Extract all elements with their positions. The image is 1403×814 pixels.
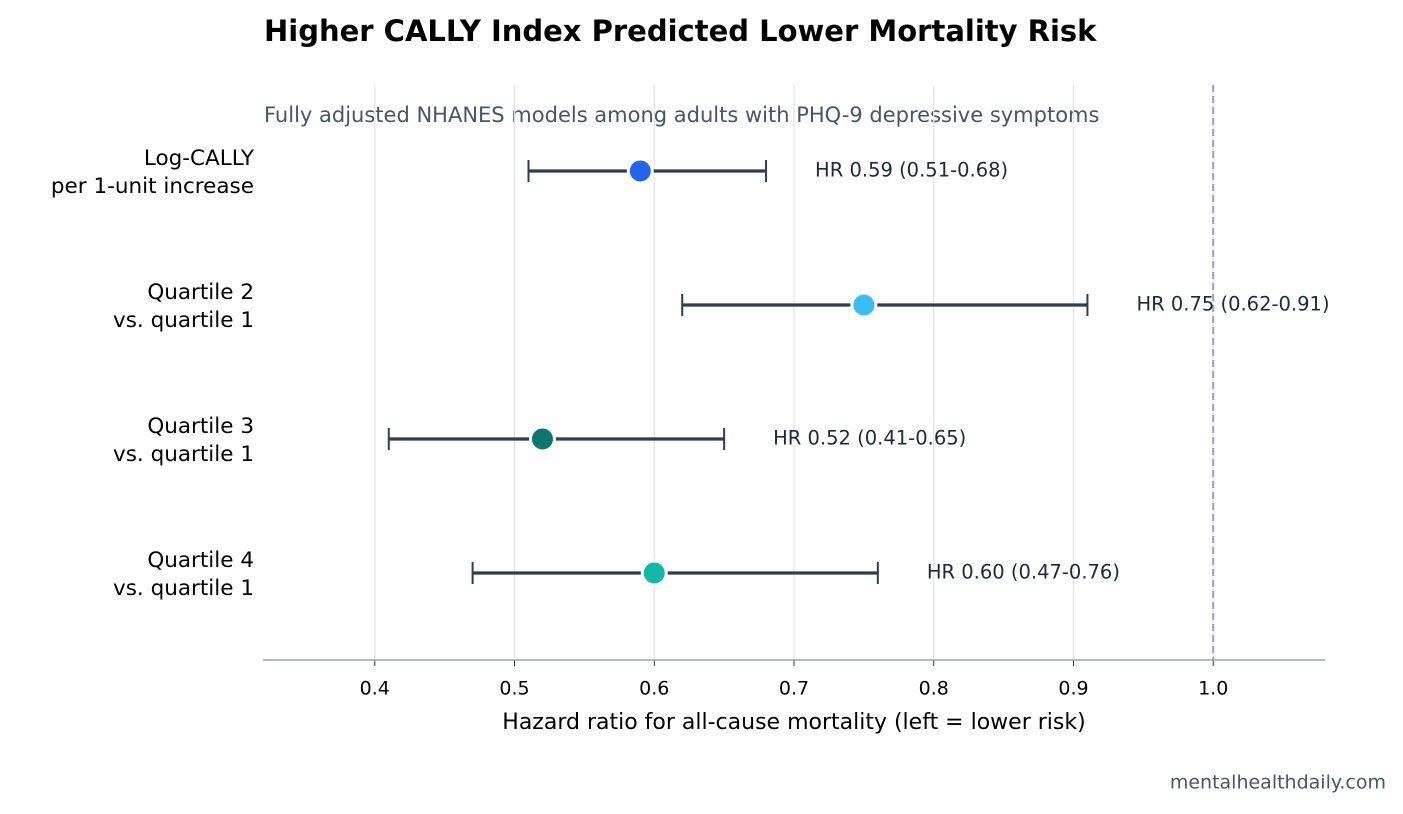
y-tick-label: Log-CALLY bbox=[144, 146, 255, 171]
point bbox=[528, 425, 556, 453]
value-label: HR 0.60 (0.47-0.76) bbox=[927, 561, 1120, 584]
value-label: HR 0.75 (0.62-0.91) bbox=[1136, 293, 1329, 316]
y-tick-label: Quartile 2 bbox=[147, 280, 254, 305]
x-tick-label: 0.7 bbox=[779, 678, 809, 700]
chart-subtitle: Fully adjusted NHANES models among adult… bbox=[264, 103, 1099, 127]
x-tick-label: 1.0 bbox=[1198, 678, 1228, 700]
x-tick-label: 0.5 bbox=[499, 678, 529, 700]
x-axis-label: Hazard ratio for all-cause mortality (le… bbox=[502, 710, 1085, 735]
y-tick-label: vs. quartile 1 bbox=[113, 308, 254, 333]
y-tick-label: per 1-unit increase bbox=[51, 174, 254, 199]
y-tick-label: Quartile 4 bbox=[147, 548, 254, 573]
point bbox=[850, 291, 878, 319]
source: mentalhealthdaily.com bbox=[1170, 772, 1386, 794]
point bbox=[640, 559, 668, 587]
y-tick-label: vs. quartile 1 bbox=[113, 576, 254, 601]
value-label: HR 0.52 (0.41-0.65) bbox=[773, 427, 966, 450]
y-tick-label: Quartile 3 bbox=[147, 414, 254, 439]
y-tick-label: vs. quartile 1 bbox=[113, 442, 254, 467]
x-tick-label: 0.4 bbox=[360, 678, 390, 700]
x-tick-label: 0.9 bbox=[1058, 678, 1088, 700]
chart-title: Higher CALLY Index Predicted Lower Morta… bbox=[264, 14, 1097, 48]
value-label: HR 0.59 (0.51-0.68) bbox=[815, 159, 1008, 182]
x-tick-label: 0.8 bbox=[919, 678, 949, 700]
point bbox=[626, 157, 654, 185]
x-tick-label: 0.6 bbox=[639, 678, 669, 700]
